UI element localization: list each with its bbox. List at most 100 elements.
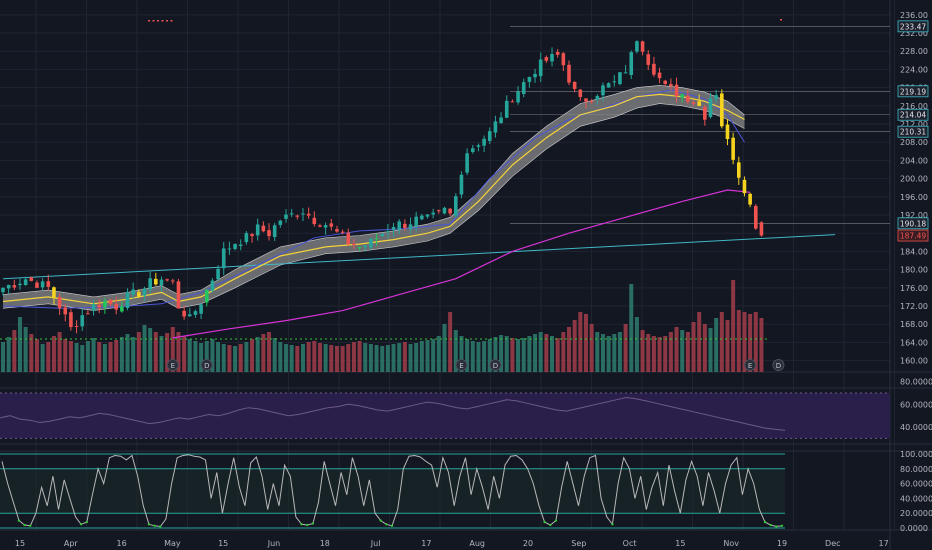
- volume-bar: [578, 312, 583, 372]
- volume-bar: [12, 330, 17, 372]
- volume-bar: [1, 342, 5, 372]
- volume-bar: [380, 346, 385, 372]
- candle-body: [154, 278, 158, 285]
- stoch-oversold-dot: [385, 523, 388, 526]
- volume-bar: [550, 336, 555, 372]
- volume-bar: [119, 337, 124, 372]
- volume-bar: [436, 336, 441, 372]
- time-tick-label: 17: [879, 539, 889, 548]
- candle-body: [374, 238, 379, 240]
- price-label-text: 190.18: [900, 219, 926, 228]
- candle-body: [171, 280, 175, 282]
- stoch-axis-label: 100.0000: [900, 450, 932, 459]
- candle-body: [108, 299, 113, 304]
- candle-body: [233, 243, 237, 249]
- volume-bar: [521, 338, 526, 372]
- rsi-pane[interactable]: 80.0000 60.0000 40.0000: [0, 378, 932, 439]
- price-label-text: 214.04: [900, 111, 926, 120]
- stoch-oversold-dot: [23, 523, 26, 527]
- candle-body: [459, 174, 464, 195]
- volume-bar: [238, 344, 243, 372]
- candle-body: [454, 196, 458, 216]
- volume-bar: [640, 330, 645, 372]
- volume-bar: [561, 332, 566, 372]
- candle-body: [221, 248, 226, 269]
- candle-body: [425, 214, 430, 217]
- candle-body: [555, 51, 560, 55]
- candle-body: [340, 231, 345, 233]
- volume-bar: [210, 339, 215, 372]
- price-tick-label: 236.00: [900, 11, 928, 20]
- candle-body: [731, 137, 735, 160]
- candle-body: [618, 72, 622, 85]
- candle-body: [306, 213, 311, 216]
- stochastic-pane[interactable]: 100.0000 80.0000 60.0000 40.0000 20.0000 0.00…: [0, 450, 932, 533]
- candle-body: [391, 227, 396, 230]
- volume-bar: [629, 284, 634, 372]
- candle-body: [420, 215, 424, 220]
- volume-bar: [719, 312, 724, 372]
- volume-bar: [6, 337, 11, 372]
- volume-bar: [748, 314, 753, 372]
- volume-bar: [731, 280, 736, 372]
- event-marker: [455, 359, 468, 371]
- volume-bar: [142, 325, 147, 372]
- volume-bar: [80, 345, 85, 372]
- volume-bar: [487, 339, 492, 372]
- volume-bar: [351, 342, 356, 372]
- candle-body: [295, 215, 300, 217]
- time-axis[interactable]: 15 Apr 16 May 15 Jun 18 Jul 17 Aug 20 Sep Oct 15 Nov 19…: [15, 539, 889, 548]
- candle-body: [272, 225, 277, 238]
- candle-body: [159, 279, 164, 286]
- candle-body: [499, 117, 503, 124]
- candle-body: [697, 101, 701, 106]
- candle-body: [199, 304, 203, 314]
- candle-body: [244, 233, 249, 243]
- price-tick-label: 160.00: [900, 357, 928, 366]
- volume-bar: [674, 327, 679, 372]
- candle-body: [261, 225, 266, 232]
- time-tick-label: Nov: [723, 539, 739, 548]
- candle-body: [284, 214, 288, 219]
- volume-bar: [459, 336, 464, 372]
- dotted-marker-segment: [161, 20, 164, 22]
- volume-bar: [233, 346, 238, 372]
- volume-bar: [685, 332, 690, 372]
- volume-bar: [397, 343, 402, 372]
- candle-body: [176, 281, 181, 309]
- price-axis[interactable]: 160.00 164.00 168.00 172.00 176.00 180.00 184.…: [900, 11, 928, 366]
- volume-bar: [708, 328, 713, 372]
- candle-body: [578, 89, 583, 97]
- volume-bar: [227, 345, 232, 372]
- price-label-text: 219.19: [900, 87, 926, 96]
- time-tick-label: 15: [675, 539, 685, 548]
- price-label-box: [897, 217, 929, 230]
- price-tick-label: 196.00: [900, 193, 928, 202]
- candle-body: [318, 225, 322, 227]
- event-marker: [166, 359, 179, 371]
- volume-bar: [40, 344, 45, 372]
- volume-bar: [176, 332, 181, 372]
- candle-body: [595, 95, 600, 100]
- volume-bar: [221, 344, 226, 372]
- volume-bar: [533, 334, 538, 372]
- candle-body: [131, 289, 135, 295]
- trend-line: [2, 234, 836, 280]
- candle-body: [193, 311, 198, 315]
- candlesticks: [1, 40, 764, 334]
- candle-body: [437, 210, 441, 212]
- volume-bar: [572, 320, 577, 372]
- candle-body: [470, 148, 475, 152]
- candle-body: [527, 76, 532, 82]
- volume-bar: [753, 312, 758, 372]
- candle-body: [561, 53, 566, 66]
- ema-line: [2, 93, 745, 305]
- price-label-text: 210.31: [900, 128, 926, 137]
- volume-bar: [250, 339, 255, 372]
- volume-bar: [465, 339, 470, 372]
- time-tick-label: 16: [117, 539, 127, 548]
- volume-bar: [402, 342, 407, 372]
- candle-body: [663, 80, 668, 85]
